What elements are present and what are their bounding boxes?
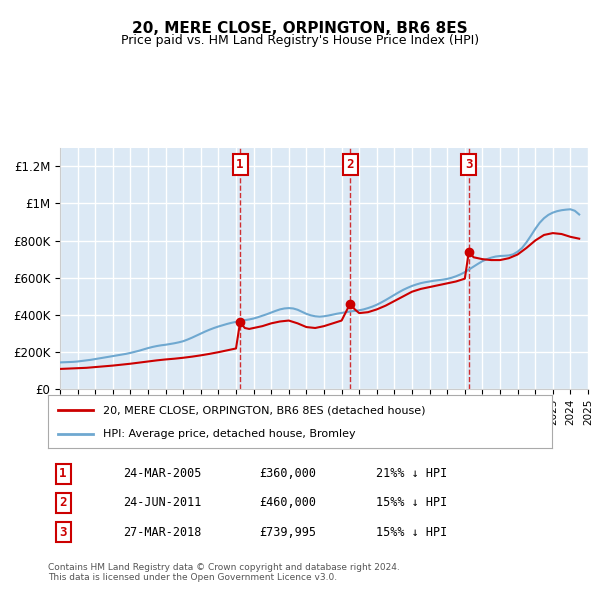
Text: 20, MERE CLOSE, ORPINGTON, BR6 8ES (detached house): 20, MERE CLOSE, ORPINGTON, BR6 8ES (deta…	[103, 405, 426, 415]
Text: 2: 2	[346, 158, 354, 171]
Text: £460,000: £460,000	[260, 496, 317, 510]
Text: 24-MAR-2005: 24-MAR-2005	[124, 467, 202, 480]
Text: HPI: Average price, detached house, Bromley: HPI: Average price, detached house, Brom…	[103, 428, 356, 438]
Text: Price paid vs. HM Land Registry's House Price Index (HPI): Price paid vs. HM Land Registry's House …	[121, 34, 479, 47]
Text: 24-JUN-2011: 24-JUN-2011	[124, 496, 202, 510]
Text: This data is licensed under the Open Government Licence v3.0.: This data is licensed under the Open Gov…	[48, 573, 337, 582]
Text: 15%% ↓ HPI: 15%% ↓ HPI	[376, 496, 447, 510]
Text: 15%% ↓ HPI: 15%% ↓ HPI	[376, 526, 447, 539]
Text: 21%% ↓ HPI: 21%% ↓ HPI	[376, 467, 447, 480]
Text: £360,000: £360,000	[260, 467, 317, 480]
Text: 2: 2	[59, 496, 67, 510]
Text: 1: 1	[59, 467, 67, 480]
Text: 27-MAR-2018: 27-MAR-2018	[124, 526, 202, 539]
Text: £739,995: £739,995	[260, 526, 317, 539]
Text: 3: 3	[59, 526, 67, 539]
Text: 3: 3	[465, 158, 473, 171]
Text: 20, MERE CLOSE, ORPINGTON, BR6 8ES: 20, MERE CLOSE, ORPINGTON, BR6 8ES	[132, 21, 468, 35]
Text: Contains HM Land Registry data © Crown copyright and database right 2024.: Contains HM Land Registry data © Crown c…	[48, 563, 400, 572]
Text: 1: 1	[236, 158, 244, 171]
